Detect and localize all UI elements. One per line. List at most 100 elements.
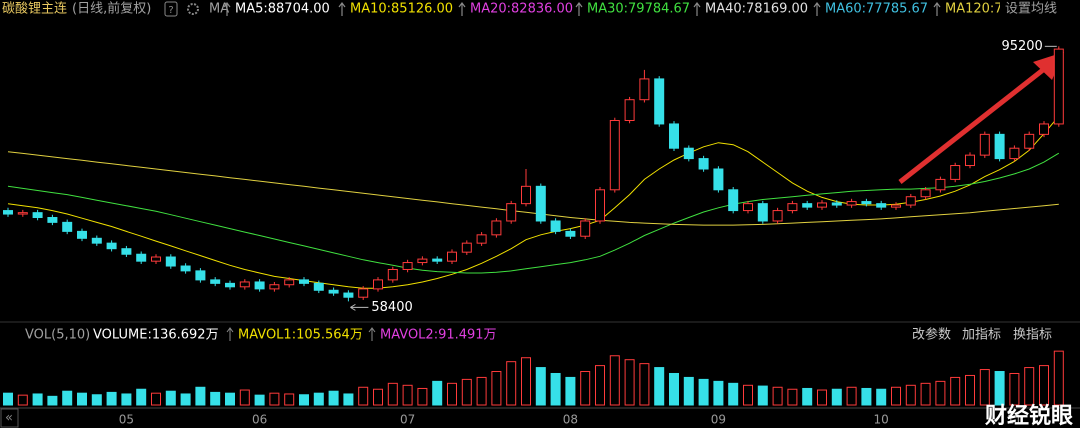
volume-bar [225,392,235,406]
legend-arrow [575,1,583,16]
volume-bar [91,394,102,406]
candle-body [891,204,901,208]
candle-body [920,189,931,198]
low-annotation: 58400 [371,300,412,315]
volume-bar [891,386,901,406]
candle-body [1009,147,1020,160]
volume-bar [343,393,354,406]
x-tick-label: 07 [400,413,415,427]
candle-body [358,288,369,298]
settings-bg [1000,0,1080,18]
volume-bar [654,367,665,406]
volume-title: VOL(5,10) [25,328,90,343]
volume-bar [905,384,916,406]
candle-body [743,203,753,212]
candle-body [447,251,457,262]
volume-bar [846,386,857,406]
settings-icon[interactable] [187,3,199,15]
volume-bar [402,384,413,406]
volume-bar [284,393,295,406]
volume-bar [683,376,694,406]
settings-label[interactable]: 设置均线 [1005,2,1057,17]
legend-arrow [226,327,234,341]
candle-body [639,78,650,101]
candle-body [461,242,472,253]
volume-bar [32,393,43,406]
volume-bar [595,365,605,406]
volume-bar [624,359,635,406]
ma-legend: MA30:79784.67 [587,2,690,17]
candle-body [402,262,413,270]
button[interactable]: 换指标 [1013,328,1052,343]
candle-body [269,284,280,290]
volume-bar [461,378,472,406]
volume-bar [165,390,176,406]
volume-bar [757,385,768,406]
candle-body [195,270,206,281]
volume-bar [136,388,147,406]
candle-body [313,282,324,291]
candle-body [343,292,354,298]
candle-body [210,279,221,284]
candle-body [654,78,665,125]
candle-body [994,133,1005,160]
ma-legend: MA5:88704.00 [235,2,330,17]
volume-bar [62,390,73,406]
candle-body [935,178,946,191]
volume-bar [1053,350,1064,406]
candle-body [299,279,309,284]
candle-body [491,220,502,236]
ma-legend: MA120:72 [945,2,1011,17]
legend-arrow [368,327,376,341]
trend-arrow [898,64,1050,184]
ma-legend: MA40:78169.00 [705,2,808,17]
legend-arrow [933,1,941,16]
candle-body [609,119,620,191]
x-tick-label: 09 [711,413,726,427]
candle-body [624,99,635,121]
vol-legend: MAVOL2:91.491万 [380,328,497,343]
button[interactable]: 改参数 [912,327,951,343]
volume-bar [447,382,457,406]
volume-bar [121,393,132,406]
volume-bar [550,372,561,406]
candle-body [831,202,842,206]
candle-body [1024,133,1035,149]
candle-body [713,168,724,191]
help-icon-mark: ? [168,5,173,16]
volume-bar [580,371,591,406]
chart-subtitle: (日线,前复权) [72,1,151,17]
watermark: 财经锐眼 [985,403,1073,428]
volume-bar [17,394,28,406]
candle-body [432,258,443,262]
volume-bar [950,376,961,406]
candle-body [1039,123,1049,135]
button[interactable]: 加指标 [962,328,1001,343]
volume-bar [254,394,265,406]
candle-body [757,203,768,222]
candle-body [580,220,591,237]
help-icon[interactable] [164,1,178,17]
candle-body [728,189,739,212]
volume-bar [387,382,398,406]
volume-bar [713,380,724,406]
ma-prefix: MA [209,2,229,17]
candle-body [506,203,517,222]
volume-bar [506,361,517,406]
x-tick-label: 10 [874,413,889,427]
candle-body [180,265,191,272]
legend-arrow [223,1,231,16]
volume-bar [417,387,428,406]
volume-bar [817,389,827,406]
volume-bar [772,386,783,406]
scroll-left-button[interactable] [0,408,19,428]
candle-body [535,185,546,222]
candle-body [476,234,487,244]
ma-line [7,152,1060,274]
candle-body [32,212,43,219]
scroll-left-icon: « [5,411,13,426]
legend-arrow [338,1,346,16]
candle-body [77,230,87,239]
candle-body [136,253,147,262]
